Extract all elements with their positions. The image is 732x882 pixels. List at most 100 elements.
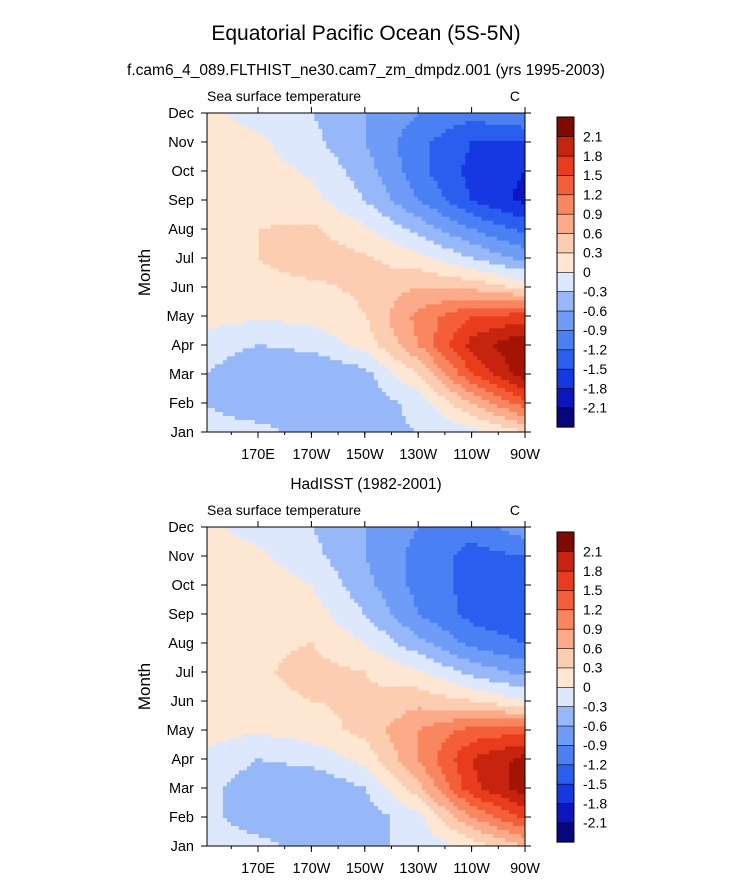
field-cell: [461, 356, 466, 361]
field-cell: [457, 252, 463, 258]
field-cell: [270, 316, 276, 321]
field-cell: [362, 292, 367, 298]
field-cell: [449, 168, 455, 174]
field-cell: [425, 244, 431, 250]
field-cell: [258, 200, 264, 206]
field-cell: [230, 328, 236, 333]
field-cell: [306, 292, 311, 298]
field-cell: [246, 324, 252, 329]
field-cell: [409, 128, 415, 134]
field-cell: [207, 268, 212, 274]
field-cell: [377, 332, 383, 337]
field-cell: [314, 180, 319, 186]
field-cell: [362, 240, 367, 246]
field-cell: [457, 184, 463, 190]
field-cell: [457, 232, 463, 238]
field-cell: [354, 116, 359, 122]
field-cell: [350, 356, 355, 361]
field-cell: [473, 164, 478, 170]
field-cell: [334, 320, 339, 325]
field-cell: [437, 276, 443, 282]
field-cell: [385, 352, 391, 357]
field-cell: [207, 272, 212, 278]
field-cell: [509, 156, 514, 162]
field-cell: [222, 184, 228, 190]
field-cell: [485, 308, 490, 313]
field-cell: [222, 252, 228, 258]
field-cell: [481, 352, 486, 357]
field-cell: [405, 164, 411, 170]
field-cell: [258, 276, 264, 282]
field-cell: [389, 113, 395, 118]
field-cell: [214, 200, 220, 206]
field-cell: [234, 328, 240, 333]
field-cell: [481, 344, 486, 349]
field-cell: [425, 352, 431, 357]
field-cell: [437, 113, 443, 118]
field-cell: [262, 236, 268, 242]
field-cell: [302, 360, 307, 365]
field-cell: [270, 140, 276, 146]
field-cell: [481, 268, 486, 274]
field-cell: [521, 208, 525, 214]
field-cell: [238, 212, 244, 218]
field-cell: [501, 356, 506, 361]
field-cell: [473, 280, 478, 286]
field-cell: [409, 340, 415, 345]
field-cell: [250, 300, 256, 305]
field-cell: [338, 148, 343, 154]
field-cell: [210, 316, 216, 321]
field-cell: [421, 180, 427, 186]
field-cell: [282, 240, 288, 246]
field-cell: [485, 216, 490, 222]
field-cell: [338, 124, 343, 130]
field-cell: [226, 120, 232, 126]
field-cell: [366, 136, 371, 142]
field-cell: [497, 120, 502, 126]
field-cell: [505, 232, 510, 238]
field-cell: [501, 152, 506, 158]
field-cell: [369, 328, 375, 333]
field-cell: [366, 128, 371, 134]
field-cell: [465, 204, 470, 210]
field-cell: [242, 296, 248, 302]
field-cell: [401, 176, 407, 182]
field-cell: [417, 208, 423, 214]
field-cell: [489, 172, 494, 178]
field-cell: [306, 216, 311, 222]
field-cell: [362, 272, 367, 278]
field-cell: [318, 220, 323, 226]
field-cell: [258, 304, 264, 309]
field-cell: [473, 228, 478, 234]
field-cell: [429, 228, 435, 234]
field-cell: [310, 184, 315, 190]
field-cell: [230, 172, 236, 178]
field-cell: [517, 144, 522, 150]
field-cell: [242, 192, 248, 198]
field-cell: [314, 312, 319, 317]
field-cell: [310, 272, 315, 278]
field-cell: [314, 220, 319, 226]
field-cell: [230, 113, 236, 118]
field-cell: [278, 320, 284, 325]
field-cell: [342, 272, 347, 278]
field-cell: [306, 148, 311, 154]
field-cell: [377, 128, 383, 134]
field-cell: [362, 172, 367, 178]
field-cell: [226, 164, 232, 170]
field-cell: [358, 120, 363, 126]
field-cell: [429, 296, 435, 302]
field-cell: [421, 292, 427, 298]
field-cell: [366, 332, 371, 337]
field-cell: [318, 332, 323, 337]
field-cell: [282, 124, 288, 130]
field-cell: [453, 340, 459, 345]
field-cell: [210, 332, 216, 337]
field-cell: [485, 304, 490, 309]
field-cell: [425, 240, 431, 246]
field-cell: [334, 208, 339, 214]
field-cell: [350, 312, 355, 317]
field-cell: [270, 116, 276, 122]
field-cell: [485, 168, 490, 174]
field-cell: [298, 120, 304, 126]
